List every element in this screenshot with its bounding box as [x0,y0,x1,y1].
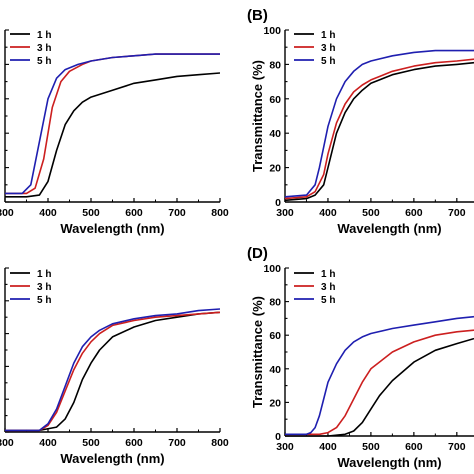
y-tick-label: 60 [269,94,281,106]
y-axis-label: Transmittance (%) [250,296,265,408]
panel-label: (B) [247,7,268,24]
x-axis-label: Wavelength (nm) [60,451,164,466]
x-tick-label: 600 [125,437,143,449]
series-line-5h [5,53,220,195]
x-tick-label: 700 [448,441,466,453]
legend-label: 3 h [37,43,51,54]
x-tick-label: 500 [362,207,380,219]
x-tick-label: 800 [211,437,229,449]
series-line-5h [5,308,220,432]
x-tick-label: 400 [319,207,337,219]
legend: 1 h 3 h 5 h [10,269,51,306]
series-line-3h [285,329,474,436]
x-tick-label: 500 [82,207,100,219]
legend-label: 1 h [321,269,335,280]
panel-B: 300 400 500 600 700 0 20 40 60 80 100 Wavelength (n… [247,7,474,236]
legend-label: 3 h [321,43,335,54]
series-line-1h [5,311,220,432]
y-tick-label: 20 [269,397,281,409]
y-tick-label: 0 [275,197,281,209]
series-group [5,53,220,198]
x-tick-label: 700 [448,207,466,219]
y-tick-label: 80 [269,297,281,309]
x-tick-label: 400 [39,207,57,219]
series-line-1h [5,72,220,198]
legend: 1 h 3 h 5 h [294,30,335,67]
x-tick-label: 300 [0,437,14,449]
panel-label: (D) [247,245,268,262]
x-tick-label: 300 [0,207,14,219]
x-tick-label: 400 [39,437,57,449]
x-tick-label: 700 [168,437,186,449]
x-tick-label: 600 [405,441,423,453]
legend-label: 5 h [321,295,335,306]
legend-label: 5 h [37,295,51,306]
x-tick-label: 800 [211,207,229,219]
panel-D: 300 400 500 600 700 0 20 40 60 80 100 Wavelength (n… [247,245,474,470]
series-line-5h [285,49,474,198]
series-group [285,49,474,202]
x-tick-label: 400 [319,441,337,453]
series-line-3h [5,311,220,432]
series-group [285,315,474,437]
legend-label: 5 h [321,56,335,67]
series-line-5h [285,315,474,436]
legend: 1 h 3 h 5 h [294,269,335,306]
panel-C: 300 400 500 600 700 800 Wavelength (nm) 1 h 3 h 5… [0,267,229,466]
y-axis-label: Transmittance (%) [250,60,265,172]
legend-label: 5 h [37,56,51,67]
y-tick-label: 100 [263,25,281,37]
x-axis-label: Wavelength (nm) [337,221,441,236]
legend-label: 1 h [321,30,335,41]
series-line-1h [285,337,474,437]
series-line-3h [285,58,474,200]
series-group [5,308,220,432]
y-tick-label: 20 [269,163,281,175]
legend-label: 1 h [37,269,51,280]
x-tick-label: 300 [276,207,294,219]
x-tick-label: 700 [168,207,186,219]
x-tick-label: 500 [82,437,100,449]
x-tick-label: 600 [405,207,423,219]
y-tick-label: 100 [263,263,281,275]
y-tick-label: 40 [269,364,281,376]
y-tick-label: 40 [269,128,281,140]
legend-label: 3 h [321,282,335,293]
x-axis-label: Wavelength (nm) [60,221,164,236]
legend: 1 h 3 h 5 h [10,30,51,67]
panel-A: 300 400 500 600 700 800 Wavelength (nm) 1 h 3 h 5… [0,29,229,236]
x-axis-label: Wavelength (nm) [337,455,441,470]
series-line-1h [285,61,474,202]
y-tick-label: 0 [275,431,281,443]
legend-label: 1 h [37,30,51,41]
legend-label: 3 h [37,282,51,293]
x-tick-label: 300 [276,441,294,453]
y-tick-label: 60 [269,330,281,342]
y-tick-label: 80 [269,59,281,71]
x-tick-label: 500 [362,441,380,453]
x-tick-label: 600 [125,207,143,219]
